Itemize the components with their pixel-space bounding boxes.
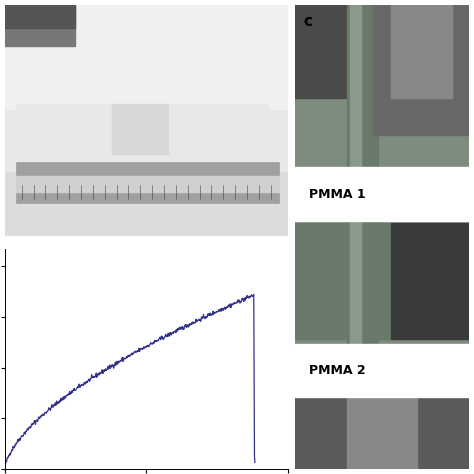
Bar: [294, 344, 469, 397]
Bar: [347, 397, 417, 469]
Bar: [5, 5, 288, 171]
Text: a: a: [16, 12, 27, 27]
Bar: [294, 167, 469, 221]
Bar: [391, 5, 452, 98]
Text: c: c: [303, 14, 312, 29]
Bar: [16, 176, 279, 192]
Bar: [112, 104, 169, 155]
Bar: [5, 5, 75, 28]
Bar: [294, 5, 469, 98]
Bar: [16, 162, 279, 203]
Bar: [16, 104, 124, 155]
Bar: [294, 397, 469, 469]
Bar: [350, 5, 361, 469]
Bar: [160, 104, 268, 155]
Bar: [373, 5, 469, 135]
Bar: [5, 5, 288, 109]
Bar: [347, 5, 378, 469]
Bar: [5, 5, 75, 46]
Text: PMMA 1: PMMA 1: [309, 188, 365, 201]
Text: PMMA 2: PMMA 2: [309, 364, 365, 377]
Bar: [391, 223, 469, 339]
Bar: [294, 223, 469, 339]
